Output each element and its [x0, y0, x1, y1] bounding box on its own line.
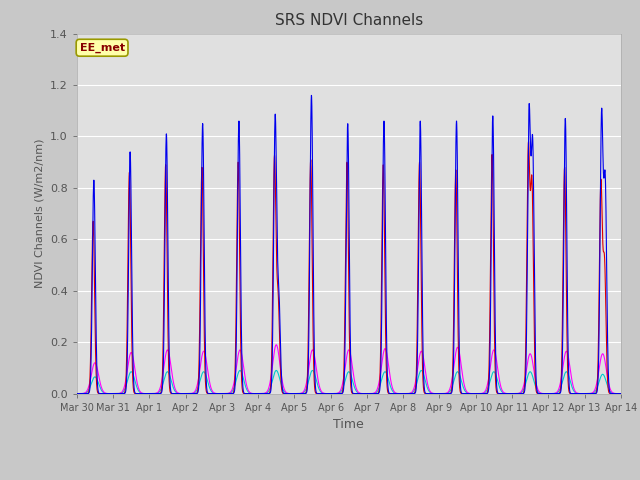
Y-axis label: NDVI Channels (W/m2/nm): NDVI Channels (W/m2/nm)	[35, 139, 44, 288]
Title: SRS NDVI Channels: SRS NDVI Channels	[275, 13, 423, 28]
Text: EE_met: EE_met	[79, 43, 125, 53]
Legend: NDVI_650in, NDVI_810in, NDVI_650out, NDVI_810out: NDVI_650in, NDVI_810in, NDVI_650out, NDV…	[118, 476, 580, 480]
X-axis label: Time: Time	[333, 418, 364, 431]
